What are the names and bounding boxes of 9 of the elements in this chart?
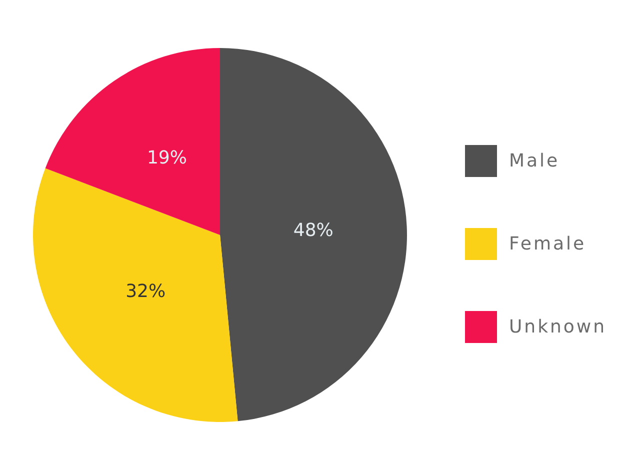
data-label: 32% <box>126 281 166 302</box>
pie-slice <box>33 168 238 422</box>
pie-slice <box>45 48 220 235</box>
legend-label: Female <box>509 234 586 254</box>
data-label: 19% <box>146 147 187 168</box>
pie-slice <box>220 48 407 422</box>
data-label: 48% <box>293 220 334 242</box>
legend-label: Male <box>509 150 560 172</box>
legend-label: Unknown <box>509 316 607 338</box>
